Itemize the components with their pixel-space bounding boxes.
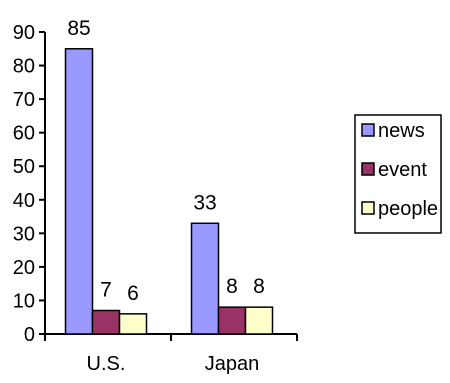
y-tick-label: 10 <box>13 290 35 312</box>
legend-label-people: people <box>378 198 438 220</box>
legend-label-news: news <box>378 120 425 142</box>
legend: news event people <box>354 114 442 234</box>
legend-swatch-event <box>361 162 375 176</box>
legend-swatch-news <box>361 123 375 137</box>
y-tick-label: 40 <box>13 190 35 212</box>
data-label: 7 <box>100 279 112 302</box>
y-tick-label: 70 <box>13 89 35 111</box>
data-label: 85 <box>67 17 90 40</box>
legend-swatch-people <box>361 201 375 215</box>
bar-event-0 <box>91 309 121 335</box>
data-label: 33 <box>193 191 216 214</box>
bar-news-1 <box>190 222 220 335</box>
legend-label-event: event <box>378 159 427 181</box>
bar-people-0 <box>118 313 148 335</box>
y-tick-label: 0 <box>24 324 35 346</box>
bar-people-1 <box>244 306 274 335</box>
labels: 85 7 6 U.S. 33 8 8 Japan <box>67 17 265 375</box>
data-label: 6 <box>127 282 139 305</box>
y-tick-label: 60 <box>13 123 35 145</box>
x-category-label: Japan <box>205 353 260 375</box>
x-category-label: U.S. <box>87 353 126 375</box>
y-tick-label: 50 <box>13 156 35 178</box>
bar-news-0 <box>64 48 94 335</box>
bars <box>64 48 274 335</box>
data-label: 8 <box>253 275 265 298</box>
data-label: 8 <box>226 275 238 298</box>
y-tick-label: 90 <box>13 22 35 44</box>
y-tick-label: 30 <box>13 223 35 245</box>
y-tick-label: 80 <box>13 56 35 78</box>
axes: 0 10 20 30 40 50 60 70 80 90 <box>13 22 298 346</box>
bar-event-1 <box>217 306 247 335</box>
y-tick-label: 20 <box>13 257 35 279</box>
